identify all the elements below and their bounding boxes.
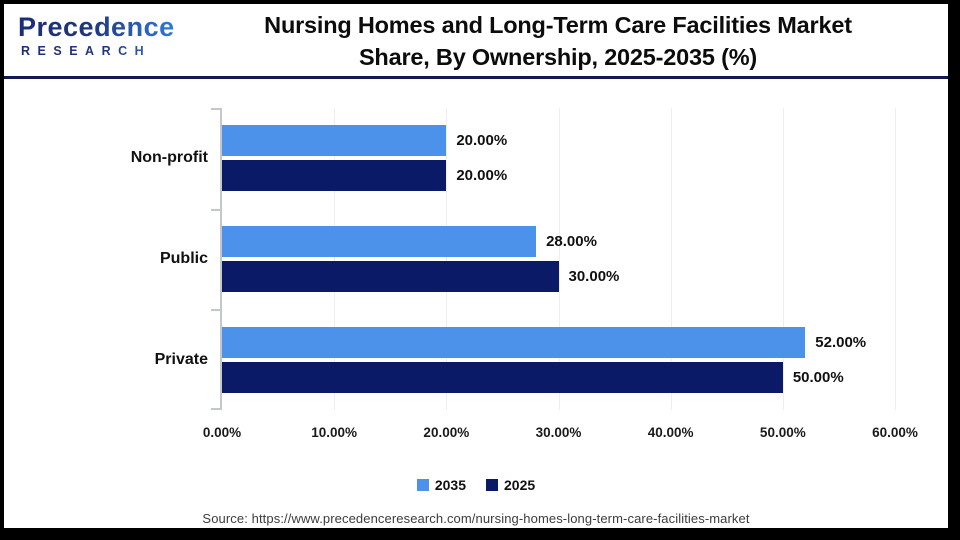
y-axis-tick [211,208,221,211]
chart-frame: Precedence RESEARCH Nursing Homes and Lo… [0,0,952,532]
x-tick-label-0.00%: 0.00% [202,425,242,440]
bar-group-public: 28.00% 30.00% [222,209,895,310]
y-axis-line [220,108,222,410]
y-axis-tick [211,408,221,410]
bar-group-private: 52.00% 50.00% [222,309,895,410]
logo-subtext: RESEARCH [18,43,178,59]
value-label-2035-private: 52.00% [815,333,867,351]
bar-group-non-profit: 20.00% 20.00% [222,108,895,209]
precedence-logo: Precedence RESEARCH [18,12,178,59]
category-label-public: Public [159,250,208,267]
legend: 2035 2025 [4,477,948,493]
value-label-2025-private: 50.00% [792,368,844,386]
category-label-non-profit: Non-profit [130,149,208,167]
legend-swatch-2025 [486,479,498,491]
legend-swatch-2035 [416,479,429,491]
chart-title: Nursing Homes and Long-Term Care Facilit… [176,9,940,73]
bar-2035-non-profit [222,125,447,157]
bar-2025-non-profit [222,160,447,192]
y-axis-tick [211,108,221,110]
gridline-60.00% [895,108,896,410]
x-tick-label-10.00%: 10.00% [311,425,358,440]
bar-row-2035-public: 28.00% [222,226,895,257]
bar-groups: 20.00% 20.00% 28.00% 30.00% 52.00% 50.00% [222,108,895,410]
bar-2025-private [222,361,783,393]
chart-title-line2: Share, By Ownership, 2025-2035 (%) [358,44,758,70]
x-tick-label-50.00%: 50.00% [759,425,806,440]
plot-area: 20.00% 20.00% 28.00% 30.00% 52.00% 50.00% [211,108,896,410]
value-label-2025-public: 30.00% [568,268,620,285]
bar-2025-public [222,261,559,292]
bar-row-2035-private: 52.00% [222,326,895,358]
logo-wordmark: Precedence [18,12,178,42]
value-label-2025-non-profit: 20.00% [456,167,508,185]
x-tick-label-60.00%: 60.00% [872,425,918,440]
source-text: Source: https://www.precedenceresearch.c… [202,511,750,526]
gridline-20.00% [446,108,448,410]
legend-label-2035: 2035 [434,477,466,493]
header: Precedence RESEARCH Nursing Homes and Lo… [4,4,948,76]
gridline-10.00% [334,108,336,410]
category-label-private: Private [154,350,208,368]
value-label-2035-non-profit: 20.00% [456,132,508,150]
x-tick-label-30.00%: 30.00% [535,425,582,440]
legend-item-2025: 2025 [486,477,535,493]
bar-row-2035-non-profit: 20.00% [222,125,895,157]
category-axis-labels: Non-profit Public Private [4,108,208,410]
bar-row-2025-private: 50.00% [222,361,895,393]
gridline-50.00% [782,108,784,410]
bar-row-2025-public: 30.00% [222,261,895,292]
legend-label-2025: 2025 [504,477,536,493]
gridline-40.00% [670,108,672,410]
x-tick-label-20.00%: 20.00% [423,425,470,440]
x-axis-labels: 0.00% 10.00% 20.00% 30.00% 40.00% 50.00% 60.00… [203,425,918,445]
bar-2035-public [222,226,537,257]
y-axis-tick [211,309,221,312]
value-label-2035-public: 28.00% [546,233,597,250]
chart-title-line1: Nursing Homes and Long-Term Care Facilit… [264,12,852,38]
bar-row-2025-non-profit: 20.00% [222,160,895,192]
legend-item-2035: 2035 [416,477,466,493]
header-divider [4,76,948,79]
x-tick-label-40.00%: 40.00% [647,425,694,440]
gridline-30.00% [558,108,560,410]
bar-2035-private [222,326,806,358]
